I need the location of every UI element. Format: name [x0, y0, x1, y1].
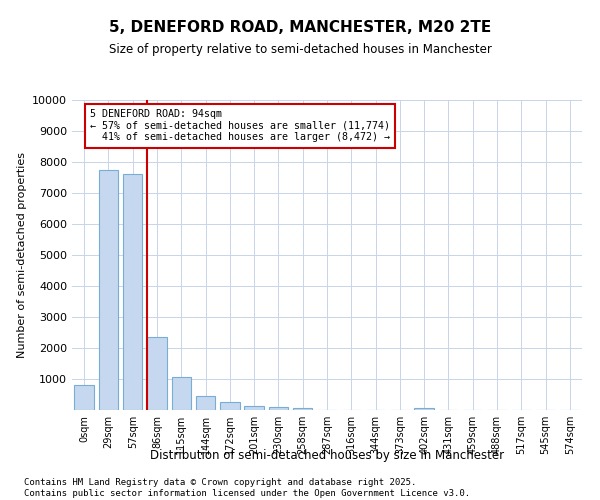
Text: 5, DENEFORD ROAD, MANCHESTER, M20 2TE: 5, DENEFORD ROAD, MANCHESTER, M20 2TE — [109, 20, 491, 35]
Bar — [74, 385, 94, 410]
Bar — [415, 408, 434, 410]
Text: 5 DENEFORD ROAD: 94sqm
← 57% of semi-detached houses are smaller (11,774)
  41% : 5 DENEFORD ROAD: 94sqm ← 57% of semi-det… — [90, 110, 390, 142]
Bar — [293, 408, 313, 410]
Bar — [147, 337, 167, 410]
Bar — [196, 396, 215, 410]
Bar — [244, 406, 264, 410]
Bar — [172, 378, 191, 410]
Bar — [123, 174, 142, 410]
Bar — [99, 170, 118, 410]
Text: Distribution of semi-detached houses by size in Manchester: Distribution of semi-detached houses by … — [150, 448, 504, 462]
Text: Size of property relative to semi-detached houses in Manchester: Size of property relative to semi-detach… — [109, 42, 491, 56]
Text: Contains HM Land Registry data © Crown copyright and database right 2025.
Contai: Contains HM Land Registry data © Crown c… — [24, 478, 470, 498]
Y-axis label: Number of semi-detached properties: Number of semi-detached properties — [17, 152, 26, 358]
Bar — [269, 407, 288, 410]
Bar — [220, 402, 239, 410]
